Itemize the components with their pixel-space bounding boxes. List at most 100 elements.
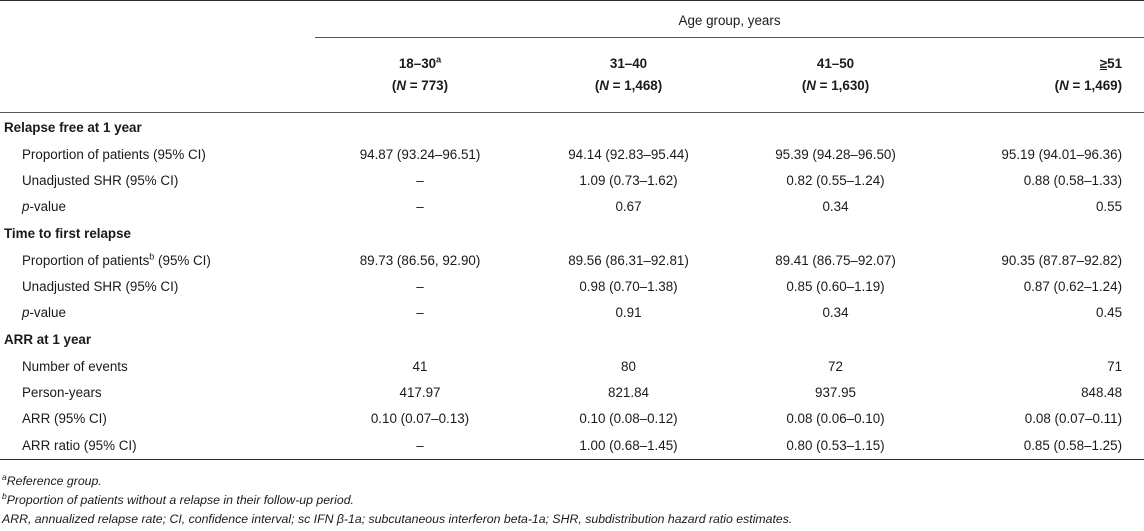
header-span-row: Age group, years	[0, 0, 1144, 38]
cell-value: 0.67	[615, 198, 642, 214]
group-header-18-30: 18–30a (N = 773)	[315, 37, 525, 113]
table-row: Number of events 41 80 72 71	[0, 353, 1144, 379]
cell-value: –	[315, 431, 525, 460]
footnote-marker: a	[2, 471, 7, 482]
row-label-italic: p	[22, 198, 30, 214]
section-header-row: ARR at 1 year	[0, 325, 1144, 353]
group-n-prefix: (	[391, 78, 397, 93]
row-label: Number of events	[22, 358, 128, 374]
row-label: Unadjusted SHR (95% CI)	[22, 278, 179, 294]
cell-value: 0.98 (0.70–1.38)	[579, 278, 678, 294]
cell-value: 80	[621, 358, 636, 374]
cell-value: 89.73 (86.56, 92.90)	[359, 252, 481, 268]
cell-value: 90.35 (87.87–92.82)	[1001, 252, 1123, 268]
group-n-value: = 773)	[406, 78, 449, 93]
group-header-51-plus: ≥51 (N = 1,469)	[939, 37, 1144, 113]
age-group-title: Age group, years	[315, 0, 1144, 38]
cell-value: 0.85 (0.58–1.25)	[939, 431, 1144, 460]
group-n-letter: N	[806, 78, 816, 93]
cell-value: 94.87 (93.24–96.51)	[359, 146, 481, 162]
cell-value: 821.84	[608, 384, 649, 400]
group-header-row: 18–30a (N = 773) 31–40 (N = 1,468) 41–50…	[0, 37, 1144, 113]
group-label: 41–50	[816, 56, 855, 71]
row-label: p-value	[0, 299, 315, 325]
group-label-sup: a	[436, 54, 442, 65]
row-label-italic: p	[22, 304, 30, 320]
section-title-relapse-free: Relapse free at 1 year	[4, 119, 142, 135]
table-row: p-value – 0.91 0.34 0.45	[0, 299, 1144, 325]
row-label: Proportion of patientsb (95% CI)	[0, 247, 315, 273]
group-label: 51	[1107, 56, 1123, 71]
row-label: p-value	[0, 193, 315, 219]
cell-value: –	[416, 278, 424, 294]
cell-value: 848.48	[1081, 384, 1123, 400]
group-n-value: = 1,630)	[815, 78, 870, 93]
age-group-table: Age group, years 18–30a (N = 773) 31–40 …	[0, 0, 1144, 460]
cell-value: 0.08 (0.06–0.10)	[786, 410, 885, 426]
group-label-prefix: ≥	[1099, 56, 1108, 71]
cell-value: 417.97	[399, 384, 441, 400]
group-n-prefix: (	[594, 78, 600, 93]
table-row: Proportion of patientsb (95% CI) 89.73 (…	[0, 247, 1144, 273]
group-n-prefix: (	[801, 78, 807, 93]
cell-value: 95.19 (94.01–96.36)	[1001, 146, 1123, 162]
footnote-text: Reference group.	[6, 474, 102, 488]
cell-value: 0.08 (0.07–0.11)	[1024, 410, 1123, 426]
group-header-empty-cell	[0, 37, 315, 113]
group-n-letter: N	[1059, 78, 1069, 93]
cell-value: 95.39 (94.28–96.50)	[775, 146, 896, 162]
group-header-31-40: 31–40 (N = 1,468)	[525, 37, 732, 113]
group-n-value: = 1,469)	[1068, 78, 1123, 93]
cell-value: –	[416, 304, 424, 320]
row-label-main: Proportion of patients	[22, 252, 150, 268]
row-label-rest: -value	[29, 304, 66, 320]
row-label-rest: -value	[29, 198, 66, 214]
row-label-sup: b	[149, 251, 155, 262]
cell-value: 89.56 (86.31–92.81)	[568, 252, 689, 268]
group-n-letter: N	[599, 78, 609, 93]
row-label-after: (95% CI)	[154, 252, 211, 268]
cell-value: 0.88 (0.58–1.33)	[1023, 172, 1123, 188]
footnote-marker: b	[2, 490, 7, 501]
row-label: Person-years	[22, 384, 102, 400]
age-group-title-text: Age group, years	[678, 13, 781, 28]
cell-value: 937.95	[815, 384, 856, 400]
section-title-arr: ARR at 1 year	[4, 331, 92, 347]
cell-value: 1.09 (0.73–1.62)	[579, 172, 678, 188]
row-label: Unadjusted SHR (95% CI)	[22, 172, 179, 188]
section-header-row: Relapse free at 1 year	[0, 113, 1144, 142]
cell-value: 0.85 (0.60–1.19)	[786, 278, 885, 294]
row-label: Proportion of patients (95% CI)	[22, 146, 206, 162]
cell-value: 0.45	[1095, 304, 1123, 320]
cell-value: 0.91	[615, 304, 642, 320]
cell-value: 41	[412, 358, 428, 374]
footnote-text: ARR, annualized relapse rate; CI, confid…	[2, 512, 793, 526]
group-n-letter: N	[396, 78, 407, 93]
cell-value: 0.10 (0.08–0.12)	[579, 410, 678, 426]
table-row: p-value – 0.67 0.34 0.55	[0, 193, 1144, 219]
table-row: Person-years 417.97 821.84 937.95 848.48	[0, 379, 1144, 405]
cell-value: 0.10 (0.07–0.13)	[370, 410, 470, 426]
footnote-abbreviations: ARR, annualized relapse rate; CI, confid…	[2, 510, 792, 529]
cell-value: 0.80 (0.53–1.15)	[732, 431, 939, 460]
table-row: ARR ratio (95% CI) – 1.00 (0.68–1.45) 0.…	[0, 431, 1144, 460]
table-row: ARR (95% CI) 0.10 (0.07–0.13) 0.10 (0.08…	[0, 405, 1144, 431]
cell-value: 94.14 (92.83–95.44)	[568, 146, 689, 162]
footnote-b: bProportion of patients without a relaps…	[2, 491, 792, 510]
footnote-a: aReference group.	[2, 472, 792, 491]
group-label: 18–30	[398, 56, 437, 71]
table-row: Unadjusted SHR (95% CI) – 1.09 (0.73–1.6…	[0, 167, 1144, 193]
group-n-prefix: (	[1054, 78, 1060, 93]
cell-value: 0.34	[822, 304, 849, 320]
cell-value: 72	[828, 358, 843, 374]
row-label: ARR (95% CI)	[22, 410, 107, 426]
table-row: Unadjusted SHR (95% CI) – 0.98 (0.70–1.3…	[0, 273, 1144, 299]
header-empty-cell	[0, 0, 315, 38]
footnote-text: Proportion of patients without a relapse…	[6, 493, 354, 507]
group-label: 31–40	[609, 56, 648, 71]
cell-value: –	[416, 172, 424, 188]
cell-value: 0.34	[822, 198, 849, 214]
cell-value: 89.41 (86.75–92.07)	[775, 252, 896, 268]
group-header-41-50: 41–50 (N = 1,630)	[732, 37, 939, 113]
